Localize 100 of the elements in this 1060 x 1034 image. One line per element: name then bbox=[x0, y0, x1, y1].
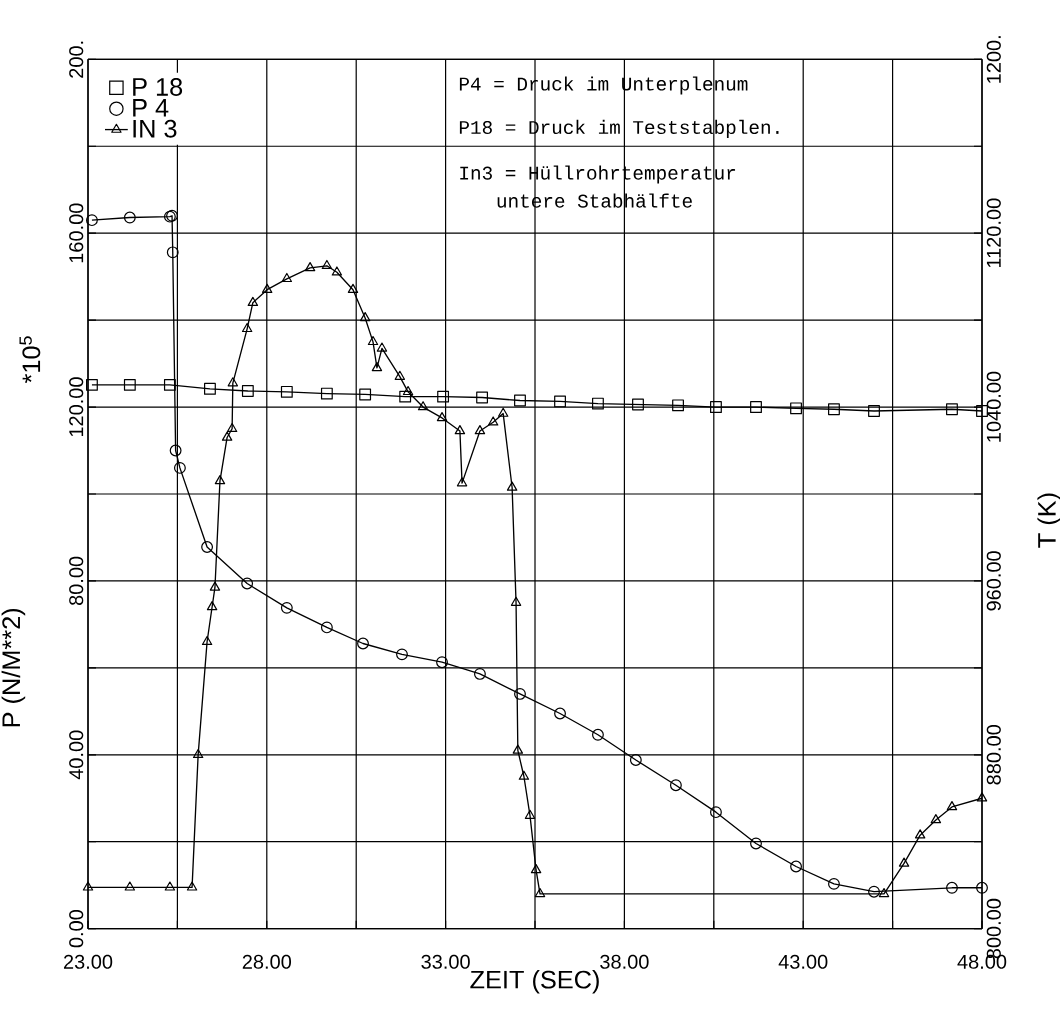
point bbox=[930, 814, 942, 824]
y-tick-label: 80.00 bbox=[69, 556, 84, 606]
point bbox=[123, 211, 136, 224]
point bbox=[554, 395, 566, 408]
x-tick-label: 33.00 bbox=[421, 954, 470, 969]
point bbox=[371, 362, 383, 372]
y2-tick-label: 1200. bbox=[986, 36, 1001, 83]
point bbox=[359, 312, 371, 322]
point bbox=[790, 402, 802, 415]
point bbox=[437, 390, 450, 403]
point bbox=[166, 246, 179, 259]
point bbox=[828, 877, 840, 890]
point bbox=[750, 401, 762, 413]
point bbox=[82, 881, 94, 891]
point bbox=[86, 378, 98, 391]
point bbox=[320, 387, 333, 400]
point bbox=[750, 837, 762, 850]
point bbox=[592, 728, 604, 741]
point bbox=[669, 779, 682, 792]
point bbox=[331, 266, 343, 276]
point bbox=[417, 401, 429, 411]
point bbox=[710, 806, 722, 819]
point bbox=[214, 475, 226, 485]
point bbox=[241, 577, 254, 590]
point bbox=[828, 403, 840, 416]
point bbox=[524, 809, 536, 819]
point bbox=[454, 425, 466, 435]
point bbox=[376, 342, 388, 352]
point bbox=[280, 601, 293, 614]
point bbox=[163, 378, 176, 391]
point bbox=[534, 887, 546, 898]
y-tick-label: 160.00 bbox=[69, 203, 84, 263]
point bbox=[976, 792, 988, 802]
point bbox=[898, 857, 910, 867]
point bbox=[221, 431, 233, 441]
point bbox=[359, 388, 372, 401]
x-axis-title: ZEIT (SEC) bbox=[470, 970, 599, 994]
point bbox=[592, 397, 604, 410]
point bbox=[281, 272, 293, 283]
point bbox=[124, 881, 136, 891]
point bbox=[201, 635, 213, 646]
legend-label: P 4 bbox=[133, 98, 169, 117]
y-tick-label: 120.00 bbox=[69, 377, 84, 437]
point bbox=[247, 296, 259, 306]
point bbox=[497, 407, 509, 417]
x-tick-label: 23.00 bbox=[63, 954, 113, 969]
point bbox=[402, 385, 414, 396]
y-tick-label: 40.00 bbox=[69, 730, 84, 780]
y-tick-label: 200. bbox=[69, 41, 84, 78]
y2-axis-title: T (K) bbox=[1037, 493, 1060, 548]
y2-tick-label: 1120.00 bbox=[986, 198, 1001, 268]
point bbox=[474, 425, 486, 435]
point bbox=[320, 621, 333, 634]
legend-label: IN 3 bbox=[133, 119, 177, 138]
y-tick-label: 0.00 bbox=[69, 909, 84, 948]
point bbox=[632, 398, 644, 411]
point bbox=[514, 394, 526, 407]
point bbox=[914, 829, 926, 839]
point bbox=[204, 382, 216, 395]
point bbox=[209, 581, 221, 591]
point bbox=[86, 214, 98, 227]
point bbox=[206, 601, 218, 611]
y2-tick-label: 880.00 bbox=[986, 725, 1001, 785]
point bbox=[261, 283, 273, 293]
point bbox=[510, 596, 522, 606]
point bbox=[227, 377, 239, 387]
point bbox=[474, 668, 486, 680]
point bbox=[123, 378, 136, 391]
y-axis-title: P (N/M**2) bbox=[1, 608, 26, 727]
point bbox=[518, 770, 530, 780]
point bbox=[710, 401, 722, 413]
point bbox=[164, 881, 176, 891]
point bbox=[347, 283, 359, 293]
point bbox=[304, 262, 316, 272]
point bbox=[476, 391, 489, 404]
point bbox=[241, 322, 253, 333]
x-tick-label: 28.00 bbox=[242, 954, 292, 969]
point bbox=[629, 754, 642, 766]
point bbox=[554, 707, 566, 720]
point bbox=[672, 399, 684, 412]
point bbox=[321, 259, 333, 270]
point bbox=[878, 887, 890, 898]
point bbox=[186, 881, 198, 891]
point bbox=[241, 385, 254, 397]
point bbox=[357, 637, 369, 650]
point bbox=[487, 416, 499, 426]
point bbox=[394, 370, 406, 380]
point bbox=[790, 860, 802, 873]
x-tick-label: 38.00 bbox=[600, 954, 649, 969]
point bbox=[396, 648, 408, 661]
text: *10$^{5}$ bbox=[19, 336, 41, 384]
point bbox=[436, 411, 448, 422]
point bbox=[506, 481, 518, 491]
point bbox=[280, 385, 293, 398]
point bbox=[946, 403, 958, 416]
point bbox=[530, 864, 542, 874]
y2-tick-label: 960.00 bbox=[986, 551, 1001, 611]
point bbox=[226, 422, 238, 433]
point bbox=[192, 748, 204, 759]
point bbox=[399, 390, 412, 403]
